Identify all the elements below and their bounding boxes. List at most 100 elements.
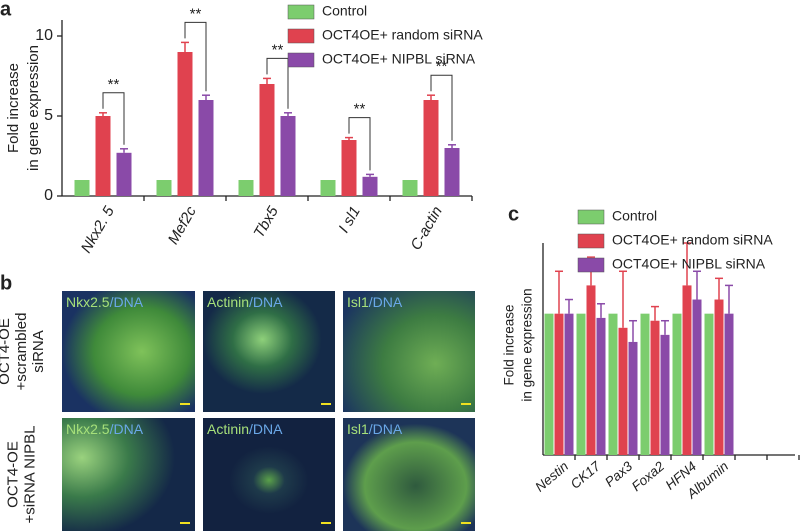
significance-bracket — [348, 117, 371, 171]
label-part: Nkx2.5 — [66, 294, 110, 310]
image-label: Actinin/DNA — [207, 421, 283, 437]
micrograph — [343, 418, 475, 531]
image-label: Isl1/DNA — [347, 294, 403, 310]
panel-label: a — [0, 0, 12, 20]
bar — [692, 299, 702, 455]
significance-bracket — [184, 21, 207, 92]
row-label: OCT4-OE — [4, 441, 21, 508]
label-part: /DNA — [249, 294, 283, 310]
bar — [714, 299, 724, 455]
bar — [564, 313, 574, 455]
y-axis-label: Fold increase — [5, 63, 22, 153]
significance-label: ** — [190, 5, 202, 22]
bar — [704, 313, 714, 455]
bar — [576, 313, 586, 455]
x-tick-label: I sl1 — [335, 203, 363, 235]
legend-swatch — [577, 233, 605, 249]
bar — [596, 317, 606, 455]
micrograph — [62, 291, 195, 412]
micrograph — [62, 418, 195, 531]
bar — [341, 140, 357, 196]
image-label: Actinin/DNA — [207, 294, 283, 310]
significance-label: ** — [272, 41, 284, 58]
bar — [116, 152, 132, 196]
legend-label: OCT4OE+ random siRNA — [612, 232, 773, 248]
bar — [259, 84, 275, 196]
y-axis-label: in gene expression — [25, 45, 42, 171]
bar — [682, 285, 692, 455]
label-part: /DNA — [369, 421, 403, 437]
bar — [280, 116, 296, 196]
label-part: /DNA — [369, 294, 403, 310]
bar — [362, 176, 378, 196]
label-part: Nkx2.5 — [66, 421, 110, 437]
bar — [74, 180, 90, 196]
legend-swatch — [287, 28, 315, 44]
legend-label: Control — [322, 3, 367, 19]
legend-swatch — [287, 4, 315, 20]
legend-label: OCT4OE+ random siRNA — [322, 27, 483, 43]
bar — [628, 341, 638, 455]
bar — [444, 148, 460, 196]
image-label: Nkx2.5/DNA — [66, 421, 144, 437]
significance-label: ** — [354, 101, 366, 118]
bar — [238, 180, 254, 196]
significance-label: ** — [436, 58, 448, 75]
bar — [402, 180, 418, 196]
row-label: +siRNA NIPBL — [21, 426, 38, 524]
row-label: +scrambled — [13, 313, 30, 391]
bar — [95, 116, 111, 196]
x-tick-label: Mef2c — [165, 203, 200, 247]
bar — [660, 334, 670, 455]
legend-label: OCT4OE+ NIPBL siRNA — [322, 51, 476, 67]
bar — [156, 180, 172, 196]
legend-swatch — [287, 52, 315, 68]
label-part: Actinin — [207, 294, 249, 310]
bar — [672, 313, 682, 455]
significance-bracket — [102, 92, 125, 145]
bar — [423, 100, 439, 196]
y-tick-label: 10 — [35, 27, 53, 44]
micrograph — [343, 291, 475, 412]
legend-swatch — [577, 257, 605, 273]
image-label: Isl1/DNA — [347, 421, 403, 437]
legend-swatch — [577, 209, 605, 225]
significance-label: ** — [108, 76, 120, 93]
label-part: /DNA — [110, 294, 144, 310]
x-tick-label: Nestin — [532, 459, 571, 495]
bar — [618, 327, 628, 455]
label-part: /DNA — [110, 421, 144, 437]
significance-bracket — [430, 74, 453, 141]
bar — [608, 313, 618, 455]
bar — [586, 285, 596, 455]
x-tick-label: CK17 — [568, 458, 604, 492]
panel-label: b — [0, 272, 12, 294]
x-tick-label: Tbx5 — [250, 203, 282, 241]
label-part: Actinin — [207, 421, 249, 437]
significance-bracket — [266, 57, 289, 109]
bar — [198, 100, 214, 196]
x-tick-label: Nkx2. 5 — [78, 203, 118, 256]
y-axis-label: Fold increase — [502, 304, 517, 385]
bar — [320, 180, 336, 196]
row-label: OCT4-OE — [0, 318, 13, 385]
image-label: Nkx2.5/DNA — [66, 294, 144, 310]
y-tick-label: 0 — [44, 187, 53, 204]
bar — [177, 52, 193, 196]
bar — [724, 313, 734, 455]
x-tick-label: C-actin — [407, 203, 445, 253]
bar — [650, 320, 660, 455]
legend-label: OCT4OE+ NIPBL siRNA — [612, 256, 766, 272]
row-label: siRNA — [30, 330, 47, 373]
y-tick-label: 5 — [44, 107, 53, 124]
panel-label: c — [508, 203, 519, 225]
label-part: Isl1 — [347, 421, 369, 437]
micrograph — [203, 418, 335, 531]
legend-label: Control — [612, 208, 657, 224]
label-part: /DNA — [249, 421, 283, 437]
bar — [544, 313, 554, 455]
label-part: Isl1 — [347, 294, 369, 310]
bar — [640, 313, 650, 455]
bar — [554, 313, 564, 455]
